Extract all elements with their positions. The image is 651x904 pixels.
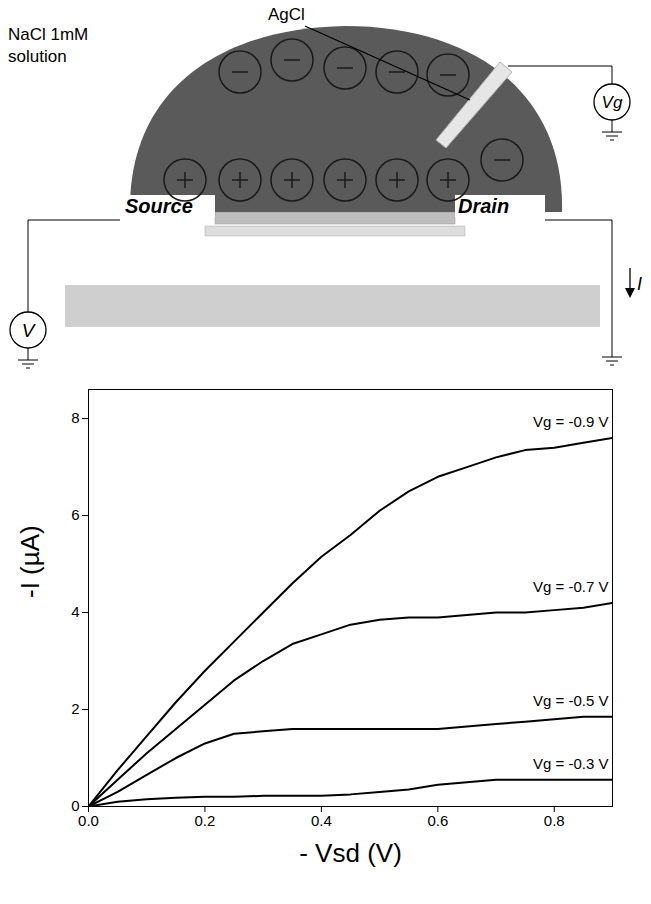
svg-text:Vg = -0.7 V: Vg = -0.7 V [533, 578, 608, 595]
svg-text:8: 8 [71, 409, 79, 426]
svg-text:0: 0 [71, 797, 80, 815]
svg-text:0.2: 0.2 [195, 812, 216, 829]
svg-text:Drain: Drain [458, 195, 509, 217]
svg-text:0.4: 0.4 [311, 812, 332, 829]
svg-text:0.0: 0.0 [78, 812, 99, 829]
svg-text:V: V [22, 320, 37, 341]
svg-text:Vg: Vg [602, 93, 623, 112]
svg-text:Vg = -0.3 V: Vg = -0.3 V [533, 755, 608, 772]
svg-text:Vg = -0.5 V: Vg = -0.5 V [533, 692, 608, 709]
svg-text:solution: solution [8, 47, 67, 66]
svg-text:AgCl: AgCl [268, 5, 305, 24]
svg-text:- Vsd (V): - Vsd (V) [299, 838, 402, 868]
svg-text:0.6: 0.6 [427, 812, 448, 829]
svg-text:NaCl 1mM: NaCl 1mM [8, 25, 88, 44]
svg-text:Source: Source [125, 195, 193, 217]
svg-text:4: 4 [71, 603, 79, 620]
svg-text:6: 6 [71, 506, 79, 523]
svg-text:Vg = -0.9 V: Vg = -0.9 V [533, 413, 608, 430]
svg-text:I: I [637, 274, 642, 294]
svg-text:2: 2 [71, 700, 79, 717]
svg-text:-I (µA): -I (µA) [15, 525, 45, 598]
svg-text:0.8: 0.8 [544, 812, 565, 829]
